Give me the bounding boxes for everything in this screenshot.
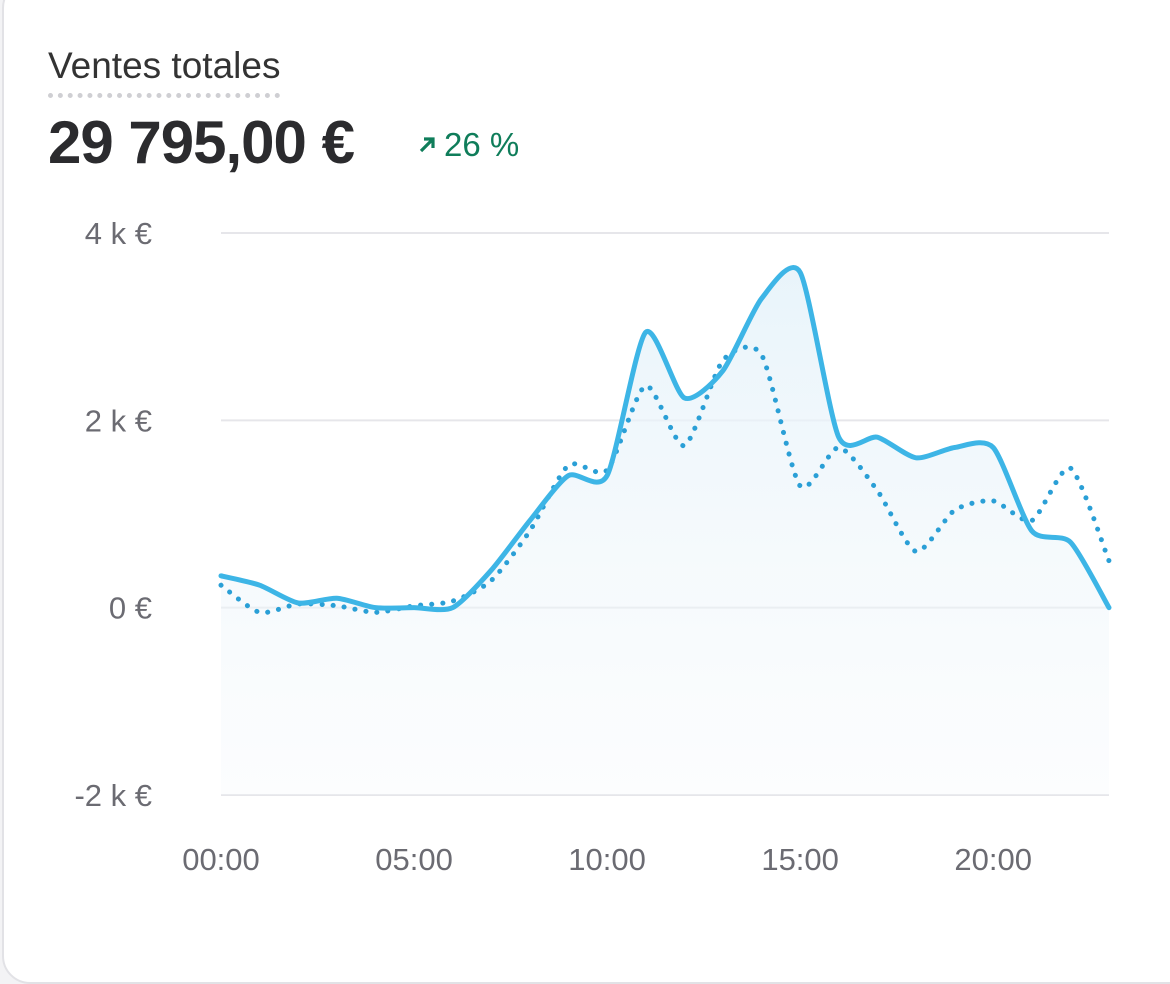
arrow-up-right-icon <box>419 137 435 153</box>
card-title[interactable]: Ventes totales <box>48 45 281 98</box>
y-tick-label: 4 k € <box>85 216 152 251</box>
delta-value: 26 % <box>444 126 520 163</box>
x-tick-label: 10:00 <box>568 842 646 877</box>
series-area-fill <box>221 267 1109 796</box>
x-tick-label: 05:00 <box>375 842 453 877</box>
y-tick-label: 2 k € <box>85 403 152 438</box>
sales-line-chart: 4 k € 2 k € 0 € -2 k € 00:00 05:00 10:00 15:00 2… <box>74 216 1112 877</box>
series-line-current <box>218 265 1112 613</box>
y-tick-label: -2 k € <box>74 778 152 813</box>
delta-badge: 26 % <box>418 126 519 164</box>
series-line-comparison <box>218 344 1112 616</box>
total-value: 29 795,00 € <box>48 109 355 176</box>
y-tick-label: 0 € <box>109 591 152 626</box>
x-tick-label: 15:00 <box>761 842 839 877</box>
x-tick-label: 00:00 <box>182 842 260 877</box>
x-tick-label: 20:00 <box>954 842 1032 877</box>
